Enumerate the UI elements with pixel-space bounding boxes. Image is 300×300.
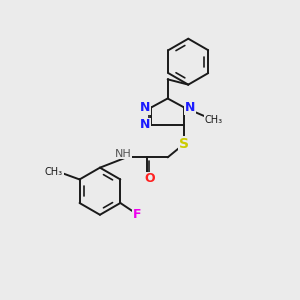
- Text: O: O: [145, 172, 155, 185]
- Text: S: S: [179, 137, 189, 151]
- Text: N: N: [140, 118, 150, 131]
- Text: N: N: [185, 101, 196, 114]
- Text: NH: NH: [115, 149, 131, 159]
- Text: F: F: [133, 208, 141, 221]
- Text: N: N: [140, 101, 150, 114]
- Text: CH₃: CH₃: [205, 115, 223, 125]
- Text: CH₃: CH₃: [45, 167, 63, 177]
